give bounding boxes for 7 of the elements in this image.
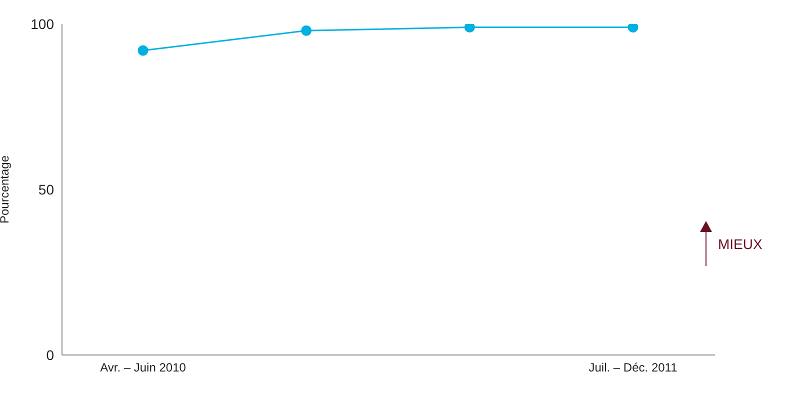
y-tick-label: 0 xyxy=(46,346,54,363)
text: MIEUX xyxy=(718,236,763,252)
y-tick-label: 50 xyxy=(38,181,54,198)
y-tick-label: 100 xyxy=(30,16,54,32)
x-tick-label: Avr. – Juin 2010 xyxy=(100,360,186,375)
y-axis-title: Pourcentage xyxy=(0,155,12,224)
x-tick-label: Juil. – Déc. 2011 xyxy=(588,360,678,375)
